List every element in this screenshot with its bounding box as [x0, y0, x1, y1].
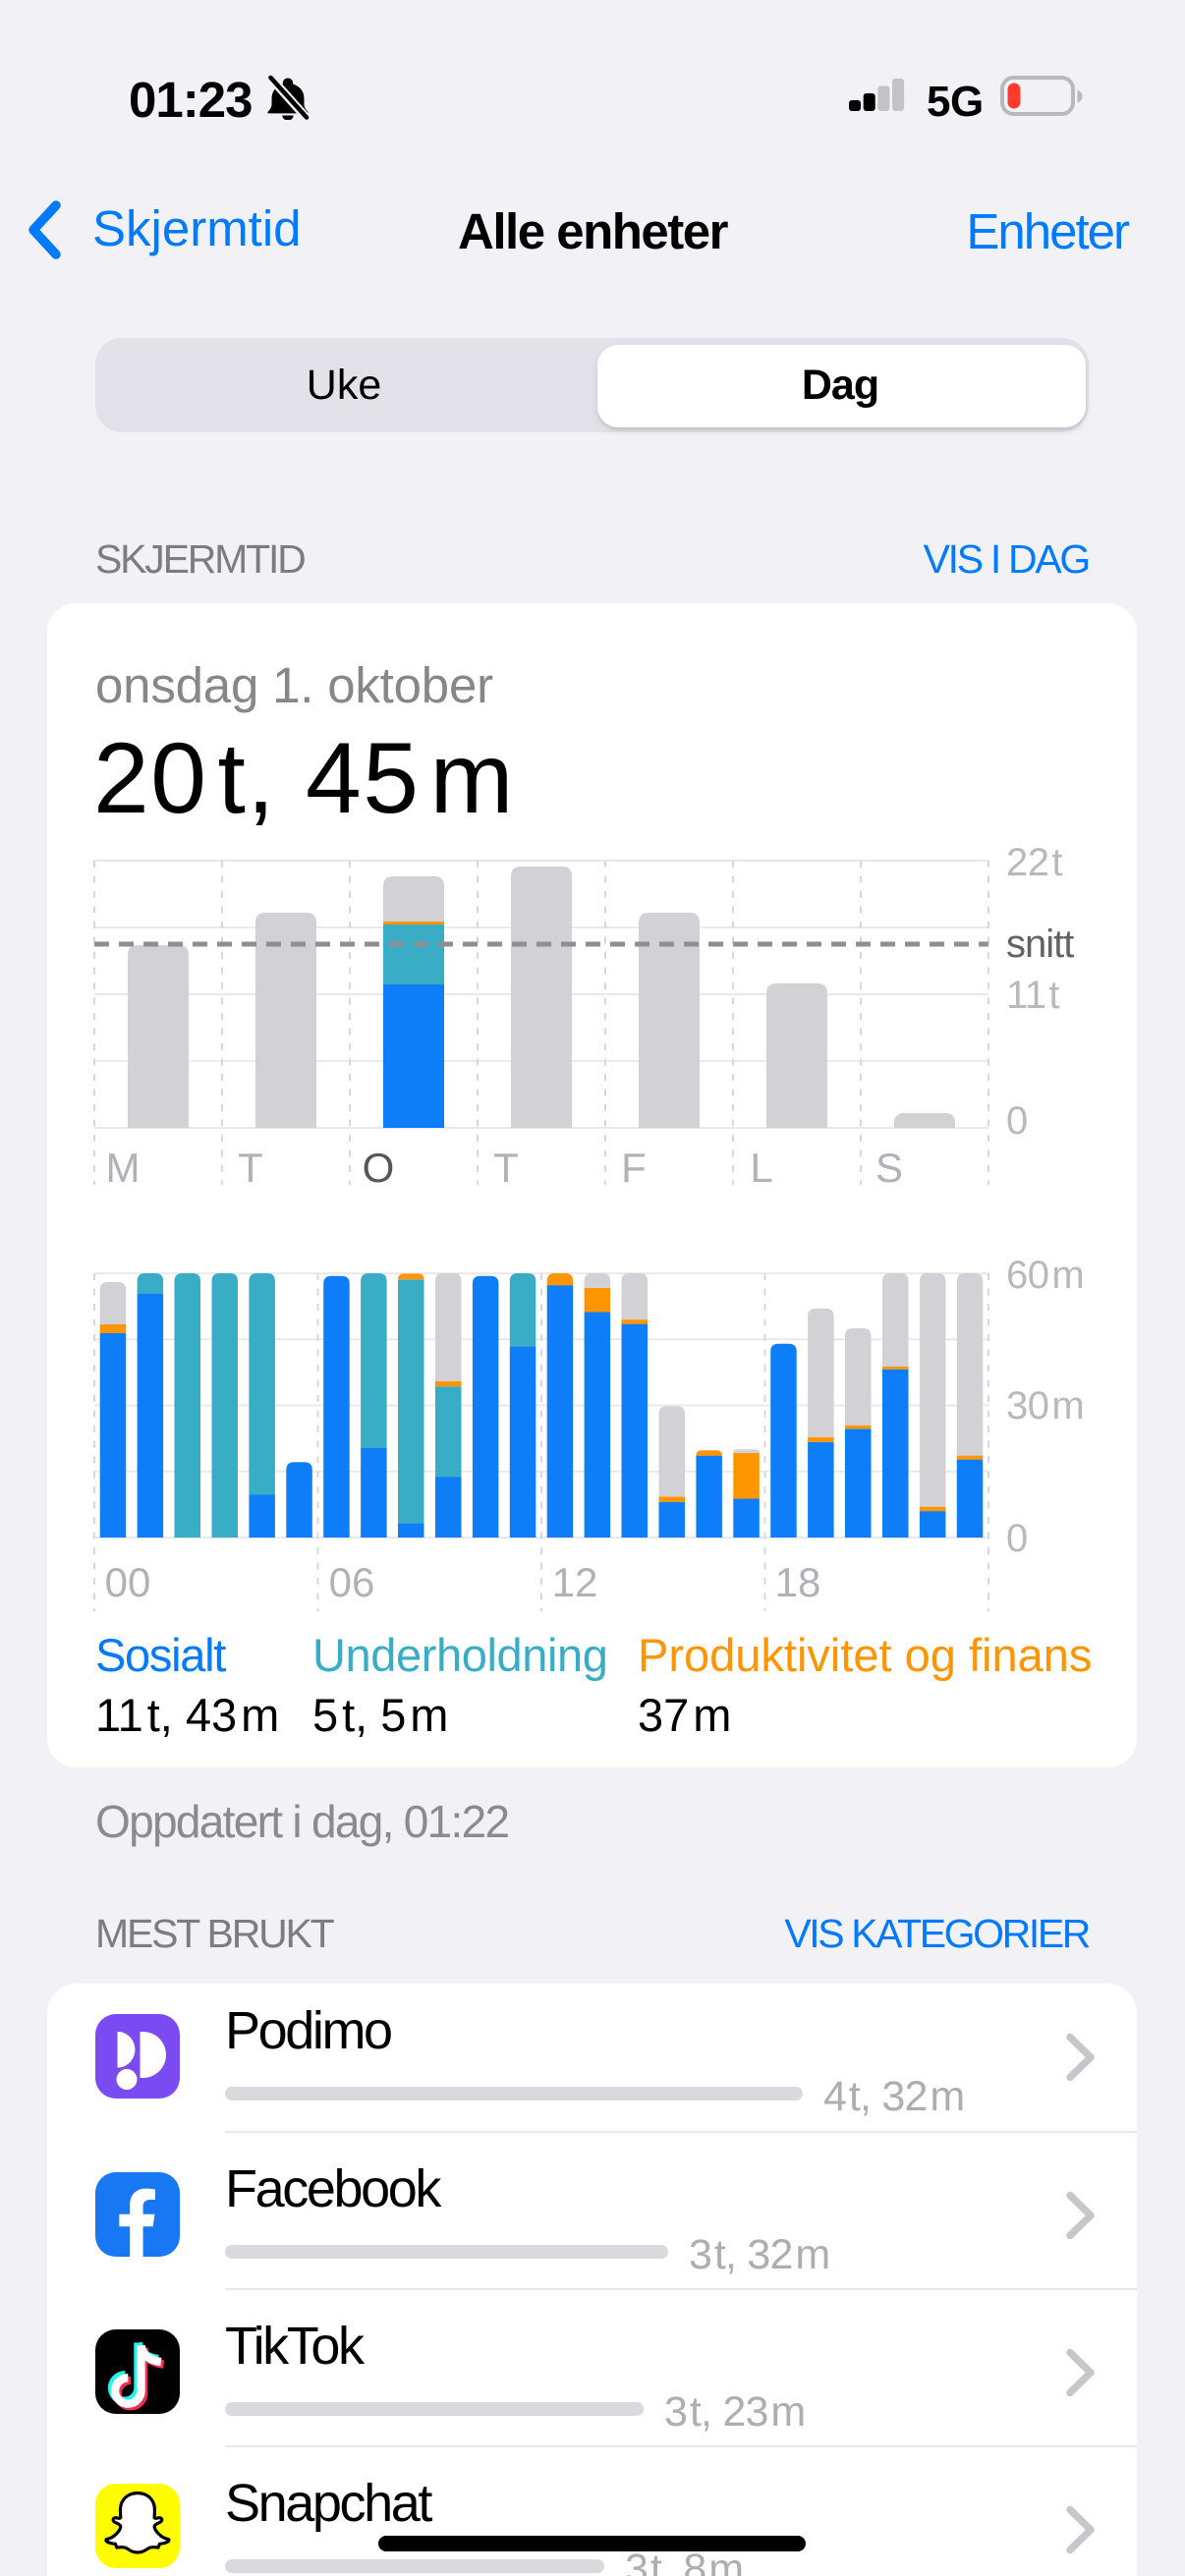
svg-text:L: L [750, 1145, 772, 1189]
svg-text:06: 06 [329, 1559, 375, 1605]
svg-text:60 m: 60 m [1006, 1254, 1084, 1297]
svg-text:30 m: 30 m [1006, 1384, 1084, 1428]
svg-text:0: 0 [1006, 1517, 1028, 1560]
svg-text:M: M [106, 1145, 141, 1189]
svg-text:snitt: snitt [1006, 923, 1074, 966]
svg-text:12: 12 [552, 1559, 598, 1605]
svg-text:11 t: 11 t [1006, 974, 1059, 1017]
svg-text:O: O [363, 1145, 395, 1189]
svg-text:18: 18 [775, 1559, 821, 1605]
svg-text:0: 0 [1006, 1099, 1028, 1143]
svg-text:T: T [493, 1145, 519, 1189]
svg-text:T: T [238, 1145, 263, 1189]
svg-text:S: S [875, 1145, 903, 1189]
svg-text:00: 00 [105, 1559, 151, 1605]
svg-text:F: F [621, 1145, 647, 1189]
svg-text:22 t: 22 t [1006, 841, 1062, 884]
